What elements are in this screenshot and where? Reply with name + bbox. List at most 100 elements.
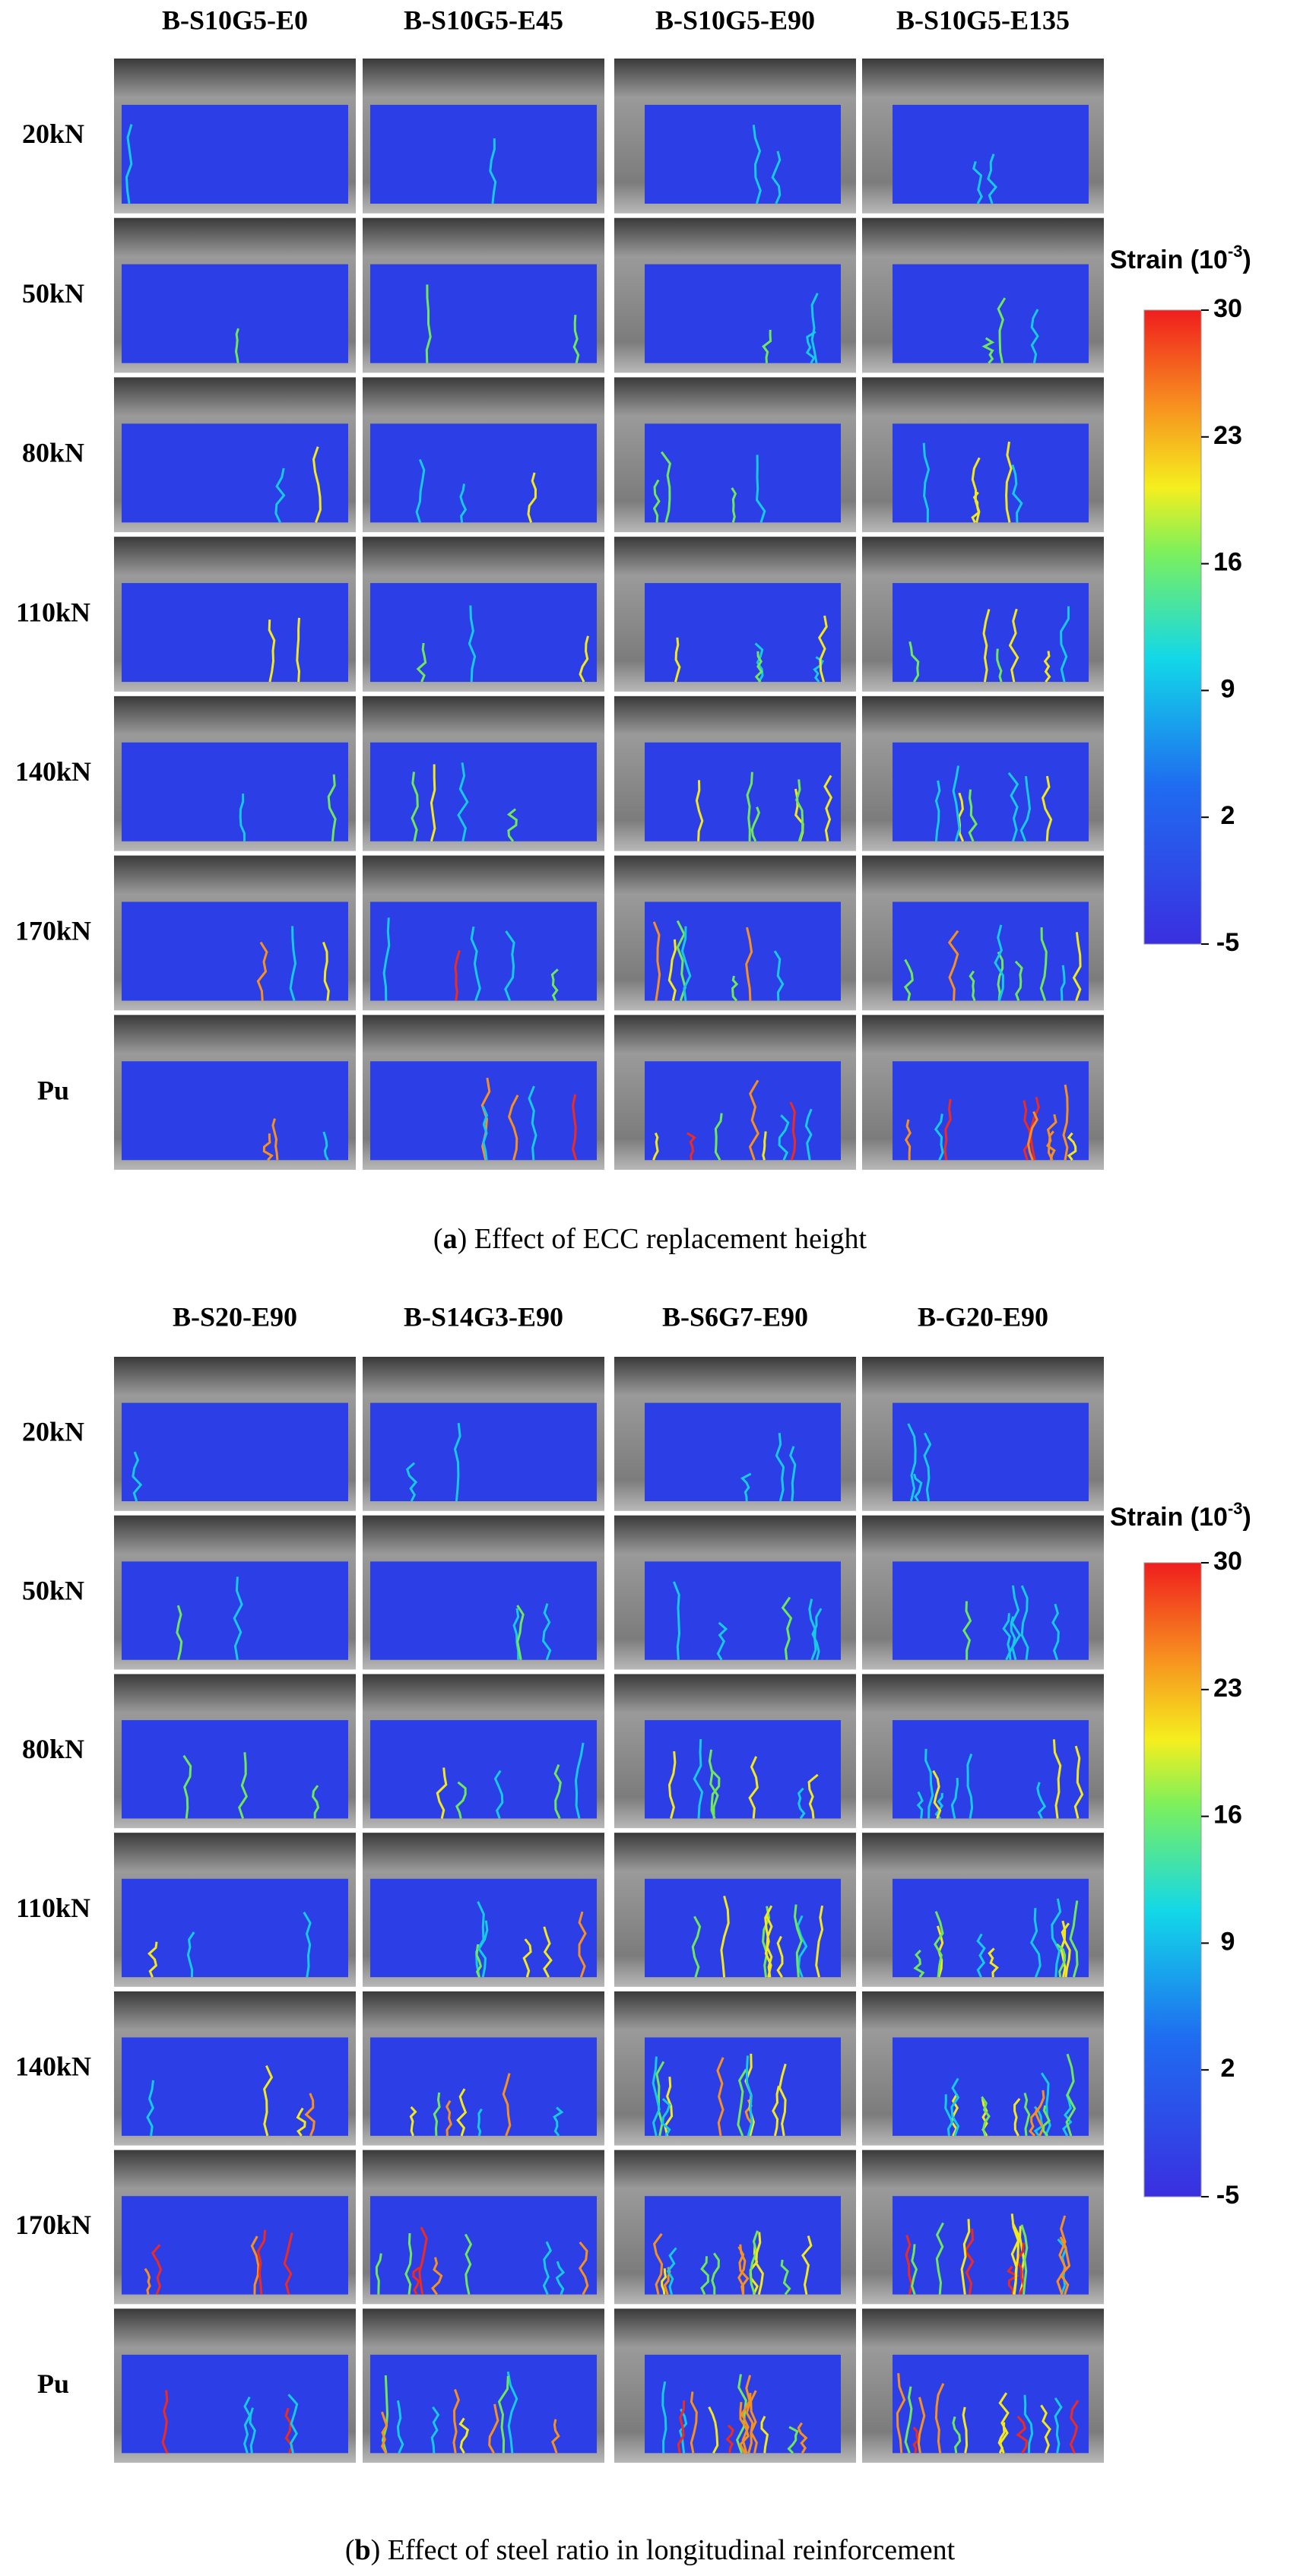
crack — [425, 284, 432, 363]
strain-field — [370, 1720, 597, 1819]
crack — [780, 2259, 791, 2296]
crack — [750, 806, 761, 842]
crack — [481, 1105, 489, 1161]
crack — [943, 1098, 952, 1161]
crack — [762, 329, 772, 363]
crack — [146, 2080, 154, 2137]
crack — [1061, 1922, 1071, 1978]
crack — [262, 1133, 274, 1161]
crack — [475, 1944, 483, 1978]
crack — [506, 808, 518, 842]
crack — [810, 293, 819, 363]
crack — [489, 138, 497, 204]
crack — [738, 2401, 750, 2454]
crack — [1008, 608, 1019, 683]
crack — [263, 2064, 274, 2137]
crack — [913, 1473, 923, 1502]
crack — [1033, 2105, 1044, 2137]
crack — [811, 1608, 823, 1661]
strain-image — [614, 377, 856, 533]
crack — [409, 2105, 417, 2137]
colorbar-tick-label: -5 — [1216, 2181, 1239, 2210]
crack — [922, 442, 931, 523]
strain-image — [114, 217, 356, 373]
strain-image — [114, 855, 356, 1011]
strain-image — [862, 1515, 1104, 1670]
strain-image — [363, 855, 604, 1011]
crack — [396, 2400, 404, 2454]
crack — [1060, 606, 1070, 683]
crack — [381, 2375, 389, 2454]
column-header: B-S6G7-E90 — [662, 1301, 808, 1332]
crack — [716, 1621, 728, 1661]
crack — [711, 2252, 720, 2295]
crack — [416, 642, 427, 683]
crack — [186, 1931, 195, 1978]
crack — [459, 483, 468, 523]
strain-field — [893, 104, 1089, 204]
strain-field — [122, 1878, 348, 1978]
crack — [1062, 1084, 1069, 1161]
strain-image — [862, 855, 1104, 1011]
crack — [749, 2230, 759, 2296]
caption-open: ( — [433, 1223, 443, 1255]
strain-image — [363, 1991, 604, 2146]
colorbar-title-end: ) — [1243, 246, 1251, 274]
crack — [488, 2403, 499, 2454]
crack — [289, 926, 297, 1001]
crack — [1019, 775, 1032, 842]
crack — [132, 1451, 143, 1502]
row-label: 140kN — [15, 756, 91, 787]
strain-field — [122, 104, 348, 204]
colorbar-tick-label: 9 — [1221, 1927, 1235, 1956]
crack — [963, 2229, 975, 2295]
crack — [1002, 1613, 1011, 1661]
crack — [1069, 2400, 1080, 2454]
crack — [1045, 1130, 1056, 1161]
crack — [304, 2093, 315, 2137]
crack — [748, 1756, 759, 1819]
crack — [477, 1920, 489, 1978]
strain-image — [862, 59, 1104, 214]
caption-open: ( — [345, 2534, 355, 2566]
crack — [773, 950, 785, 1001]
crack — [1020, 2224, 1029, 2295]
crack — [746, 2055, 753, 2137]
crack — [551, 2419, 560, 2454]
caption-letter: a — [443, 1223, 458, 1255]
crack — [708, 2406, 719, 2454]
crack — [1005, 441, 1013, 523]
strain-field — [122, 583, 348, 683]
colorbar — [1143, 309, 1202, 945]
strain-image — [114, 1674, 356, 1829]
row-label: 170kN — [15, 2210, 91, 2240]
crack — [542, 1603, 552, 1661]
crack — [911, 2244, 918, 2296]
strain-image — [862, 217, 1104, 373]
row-label: 80kN — [22, 1734, 84, 1764]
crack — [1073, 1745, 1084, 1819]
crack — [971, 491, 981, 524]
strain-image — [114, 59, 356, 214]
crack — [748, 1079, 759, 1161]
crack — [968, 789, 978, 842]
crack — [667, 1751, 677, 1819]
strain-field — [893, 2354, 1089, 2454]
crack — [274, 467, 286, 524]
crack — [731, 487, 737, 523]
strain-image — [614, 2150, 856, 2305]
crack — [916, 1791, 924, 1819]
crack — [755, 2232, 764, 2295]
crack — [411, 772, 419, 842]
crack — [125, 124, 133, 204]
strain-image — [114, 2150, 356, 2305]
strain-field — [645, 742, 841, 841]
strain-image — [862, 1833, 1104, 1987]
crack — [787, 2425, 799, 2454]
crack — [296, 617, 301, 683]
colorbar-exponent: -3 — [1228, 1499, 1243, 1518]
crack — [502, 2073, 512, 2137]
crack — [287, 2394, 299, 2454]
crack — [1010, 1585, 1022, 1661]
crack — [381, 2411, 388, 2454]
